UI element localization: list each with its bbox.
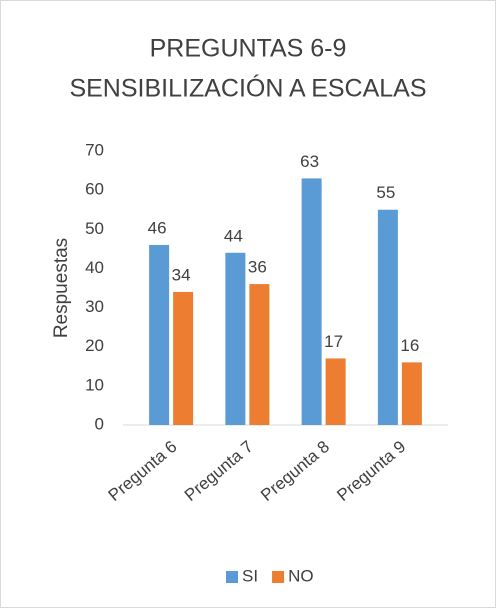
y-tick-label: 50 xyxy=(85,219,104,238)
legend-label: NO xyxy=(288,566,314,585)
bar xyxy=(249,284,270,425)
y-axis-label: Respuestas xyxy=(51,238,72,338)
bar xyxy=(173,291,194,425)
chart-title: PREGUNTAS 6-9 xyxy=(150,35,347,63)
bar xyxy=(401,362,422,425)
legend-swatch xyxy=(226,571,238,583)
bar xyxy=(149,244,170,425)
bar xyxy=(225,252,246,425)
legend-label: SI xyxy=(242,566,258,585)
data-label: 36 xyxy=(248,258,267,277)
data-label: 16 xyxy=(400,336,419,355)
y-tick-label: 40 xyxy=(85,258,104,277)
y-tick-label: 20 xyxy=(85,336,104,355)
data-label: 34 xyxy=(172,265,191,284)
y-tick-label: 0 xyxy=(95,414,104,433)
data-label: 44 xyxy=(224,226,243,245)
data-label: 63 xyxy=(300,152,319,171)
y-tick-label: 10 xyxy=(85,375,104,394)
chart-title: SENSIBILIZACIÓN A ESCALAS xyxy=(69,74,426,103)
y-tick-label: 60 xyxy=(85,180,104,199)
data-label: 17 xyxy=(324,332,343,351)
data-label: 46 xyxy=(148,218,167,237)
y-tick-label: 70 xyxy=(85,140,104,159)
legend-swatch xyxy=(272,571,285,583)
data-label: 55 xyxy=(376,183,395,202)
bar xyxy=(301,178,322,425)
y-tick-label: 30 xyxy=(85,297,104,316)
bar xyxy=(377,209,398,425)
bar xyxy=(325,358,346,425)
